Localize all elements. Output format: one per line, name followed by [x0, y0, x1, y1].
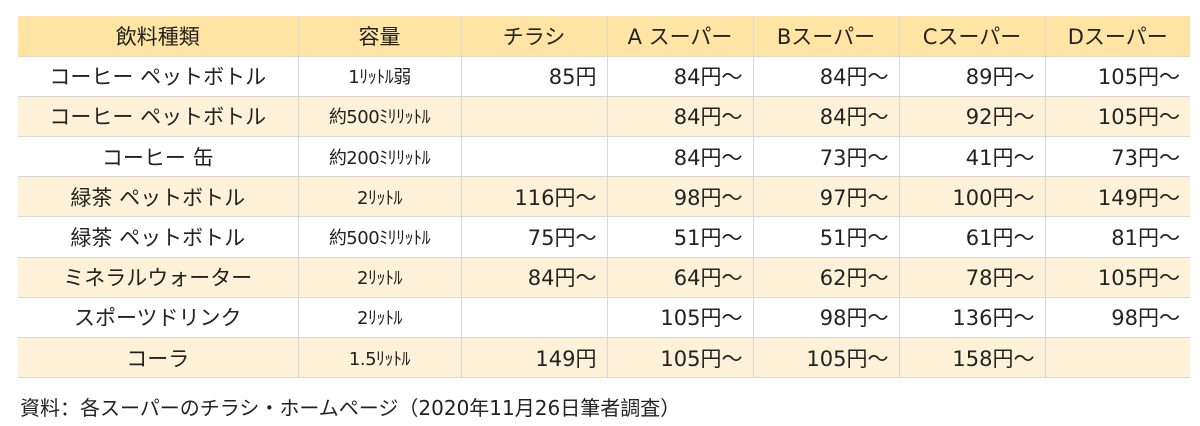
cell-supermarket-a-price: 64円～ [606, 257, 753, 298]
cell-supermarket-b-price: 98円～ [752, 297, 899, 339]
cell-supermarket-d-price: 81円～ [1044, 216, 1190, 258]
cell-capacity: 2ﾘｯﾄﾙ [297, 176, 461, 218]
cell-flyer-price [460, 96, 607, 138]
cell-supermarket-b-price: 73円～ [752, 136, 899, 178]
cell-flyer-price [460, 136, 607, 178]
header-supermarket-c: Cスーパー [898, 16, 1045, 57]
cell-supermarket-b-price: 62円～ [752, 257, 899, 298]
cell-capacity: 1ﾘｯﾄﾙ弱 [297, 56, 461, 97]
table-row: コーヒー 缶約200ﾐﾘﾘｯﾄﾙ 84円～ 73円～ 41円～ 73円～ [18, 136, 1190, 178]
cell-supermarket-c-price: 61円～ [898, 216, 1045, 258]
cell-beverage-type: 緑茶 ペットボトル [18, 176, 298, 218]
cell-beverage-type: スポーツドリンク [18, 297, 298, 339]
cell-flyer-price: 85円 [460, 56, 607, 97]
cell-supermarket-c-price: 78円～ [898, 257, 1045, 298]
header-capacity: 容量 [297, 16, 461, 57]
header-beverage-type: 飲料種類 [18, 16, 298, 57]
cell-flyer-price [460, 297, 607, 339]
cell-supermarket-d-price: 105円～ [1044, 56, 1190, 97]
cell-supermarket-c-price: 41円～ [898, 136, 1045, 178]
cell-beverage-type: コーヒー 缶 [18, 136, 298, 178]
table-row: 緑茶 ペットボトル 2ﾘｯﾄﾙ 116円～ 98円～ 97円～ 100円～ 149円～ [18, 176, 1190, 218]
cell-supermarket-c-price: 100円～ [898, 176, 1045, 218]
cell-capacity: 2ﾘｯﾄﾙ [297, 297, 461, 339]
cell-supermarket-b-price: 97円～ [752, 176, 899, 218]
cell-capacity: 2ﾘｯﾄﾙ [297, 257, 461, 298]
cell-supermarket-a-price: 51円～ [606, 216, 753, 258]
cell-supermarket-c-price: 89円～ [898, 56, 1045, 97]
cell-supermarket-a-price: 98円～ [606, 176, 753, 218]
cell-beverage-type: 緑茶 ペットボトル [18, 216, 298, 258]
header-supermarket-d: Dスーパー [1044, 16, 1190, 57]
cell-supermarket-d-price: 73円～ [1044, 136, 1190, 178]
header-flyer: チラシ [460, 16, 607, 57]
cell-capacity: 約500ﾐﾘﾘｯﾄﾙ [297, 96, 461, 138]
table-row: ミネラルウォーター 2ﾘｯﾄﾙ 84円～ 64円～ 62円～ 78円～ 105円～ [18, 257, 1190, 298]
cell-flyer-price: 84円～ [460, 257, 607, 298]
cell-supermarket-d-price: 98円～ [1044, 297, 1190, 339]
cell-supermarket-b-price: 105円～ [752, 337, 899, 379]
cell-flyer-price: 116円～ [460, 176, 607, 218]
cell-flyer-price: 149円 [460, 337, 607, 379]
cell-beverage-type: コーヒー ペットボトル [18, 56, 298, 97]
cell-supermarket-c-price: 158円～ [898, 337, 1045, 379]
table-row: コーヒー ペットボトル 1ﾘｯﾄﾙ弱 85円 84円～ 84円～ 89円～ 105円～ [18, 56, 1190, 97]
cell-supermarket-c-price: 92円～ [898, 96, 1045, 138]
table-row: コーラ 1.5ﾘｯﾄﾙ 149円 105円～ 105円～ 158円～ [18, 337, 1190, 379]
cell-supermarket-a-price: 84円～ [606, 96, 753, 138]
source-caption: 資料：各スーパーのチラシ・ホームページ（2020年11月26日筆者調査） [20, 396, 681, 420]
cell-capacity: 約200ﾐﾘﾘｯﾄﾙ [297, 136, 461, 178]
table-header-row: 飲料種類 容量 チラシ A スーパー Bスーパー Cスーパー Dスーパー [18, 16, 1190, 57]
cell-supermarket-a-price: 84円～ [606, 56, 753, 97]
cell-beverage-type: コーラ [18, 337, 298, 379]
cell-capacity: 1.5ﾘｯﾄﾙ [297, 337, 461, 379]
cell-supermarket-c-price: 136円～ [898, 297, 1045, 339]
cell-supermarket-d-price [1044, 337, 1190, 379]
header-supermarket-b: Bスーパー [752, 16, 899, 57]
cell-supermarket-a-price: 84円～ [606, 136, 753, 178]
cell-supermarket-d-price: 149円～ [1044, 176, 1190, 218]
table-row: コーヒー ペットボトル 約500ﾐﾘﾘｯﾄﾙ 84円～ 84円～ 92円～ 105円～ [18, 96, 1190, 138]
cell-flyer-price: 75円～ [460, 216, 607, 258]
cell-beverage-type: ミネラルウォーター [18, 257, 298, 298]
price-comparison-table: 飲料種類 容量 チラシ A スーパー Bスーパー Cスーパー Dスーパー コーヒ… [18, 16, 1190, 379]
cell-beverage-type: コーヒー ペットボトル [18, 96, 298, 138]
cell-capacity: 約500ﾐﾘﾘｯﾄﾙ [297, 216, 461, 258]
header-supermarket-a: A スーパー [606, 16, 753, 57]
cell-supermarket-a-price: 105円～ [606, 337, 753, 379]
cell-supermarket-b-price: 84円～ [752, 56, 899, 97]
table-row: 緑茶 ペットボトル 約500ﾐﾘﾘｯﾄﾙ 75円～ 51円～ 51円～ 61円～ 81円～ [18, 216, 1190, 258]
cell-supermarket-d-price: 105円～ [1044, 257, 1190, 298]
table-body: コーヒー ペットボトル 1ﾘｯﾄﾙ弱 85円 84円～ 84円～ 89円～ 105円～ コーヒ… [18, 56, 1190, 379]
cell-supermarket-d-price: 105円～ [1044, 96, 1190, 138]
cell-supermarket-b-price: 51円～ [752, 216, 899, 258]
cell-supermarket-a-price: 105円～ [606, 297, 753, 339]
cell-supermarket-b-price: 84円～ [752, 96, 899, 138]
table-row: スポーツドリンク 2ﾘｯﾄﾙ 105円～ 98円～ 136円～ 98円～ [18, 297, 1190, 339]
